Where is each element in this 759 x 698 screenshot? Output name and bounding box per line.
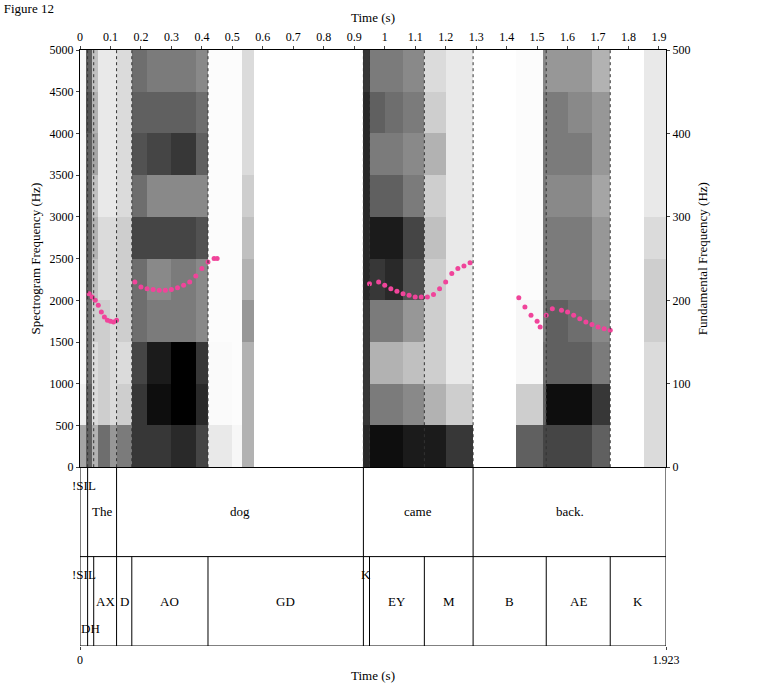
svg-text:0: 0 <box>77 653 83 667</box>
svg-text:Time (s): Time (s) <box>351 668 395 683</box>
svg-text:K: K <box>633 594 643 609</box>
svg-text:2000: 2000 <box>50 294 74 308</box>
svg-text:1.6: 1.6 <box>560 30 575 44</box>
svg-text:100: 100 <box>672 377 690 391</box>
svg-text:back.: back. <box>556 504 584 519</box>
svg-text:1.2: 1.2 <box>438 30 453 44</box>
svg-text:dog: dog <box>230 504 250 519</box>
svg-text:came: came <box>404 504 432 519</box>
svg-text:1.923: 1.923 <box>653 653 680 667</box>
svg-text:1.3: 1.3 <box>469 30 484 44</box>
svg-text:Fundamental Frequency (Hz): Fundamental Frequency (Hz) <box>695 182 710 335</box>
svg-text:1.7: 1.7 <box>591 30 606 44</box>
svg-text:0: 0 <box>672 460 678 474</box>
svg-text:3500: 3500 <box>50 168 74 182</box>
svg-text:0.6: 0.6 <box>255 30 270 44</box>
svg-text:0.9: 0.9 <box>347 30 362 44</box>
svg-text:M: M <box>443 594 455 609</box>
svg-text:AE: AE <box>570 594 587 609</box>
svg-text:2500: 2500 <box>50 252 74 266</box>
svg-text:1: 1 <box>382 30 388 44</box>
svg-text:1.5: 1.5 <box>530 30 545 44</box>
svg-text:0.1: 0.1 <box>103 30 118 44</box>
svg-text:1.1: 1.1 <box>408 30 423 44</box>
svg-text:3000: 3000 <box>50 210 74 224</box>
svg-text:DH: DH <box>81 621 100 636</box>
svg-text:1000: 1000 <box>50 377 74 391</box>
svg-text:The: The <box>92 504 112 519</box>
svg-text:0.7: 0.7 <box>286 30 301 44</box>
svg-text:0.2: 0.2 <box>133 30 148 44</box>
svg-text:4000: 4000 <box>50 127 74 141</box>
svg-text:500: 500 <box>672 43 690 57</box>
svg-text:0.5: 0.5 <box>225 30 240 44</box>
svg-text:500: 500 <box>56 419 74 433</box>
svg-text:GD: GD <box>276 594 295 609</box>
svg-text:EY: EY <box>388 594 406 609</box>
svg-text:!SIL: !SIL <box>72 478 96 493</box>
svg-text:1.8: 1.8 <box>621 30 636 44</box>
svg-text:Spectrogram Frequency (Hz): Spectrogram Frequency (Hz) <box>28 183 43 335</box>
svg-text:B: B <box>505 594 514 609</box>
svg-text:!SIL: !SIL <box>72 567 96 582</box>
svg-text:300: 300 <box>672 210 690 224</box>
svg-text:400: 400 <box>672 127 690 141</box>
svg-text:K: K <box>361 567 371 582</box>
svg-text:AO: AO <box>160 594 179 609</box>
svg-text:1500: 1500 <box>50 335 74 349</box>
svg-text:200: 200 <box>672 294 690 308</box>
svg-text:4500: 4500 <box>50 85 74 99</box>
svg-text:AX: AX <box>96 594 115 609</box>
svg-text:0: 0 <box>77 30 83 44</box>
svg-text:1.9: 1.9 <box>651 30 666 44</box>
svg-text:0.4: 0.4 <box>194 30 209 44</box>
svg-text:D: D <box>120 594 129 609</box>
svg-text:5000: 5000 <box>50 43 74 57</box>
svg-text:0: 0 <box>68 460 74 474</box>
svg-text:Figure 12: Figure 12 <box>4 1 54 16</box>
svg-text:0.8: 0.8 <box>316 30 331 44</box>
svg-text:0.3: 0.3 <box>164 30 179 44</box>
svg-text:Time (s): Time (s) <box>351 10 395 25</box>
svg-text:1.4: 1.4 <box>499 30 514 44</box>
